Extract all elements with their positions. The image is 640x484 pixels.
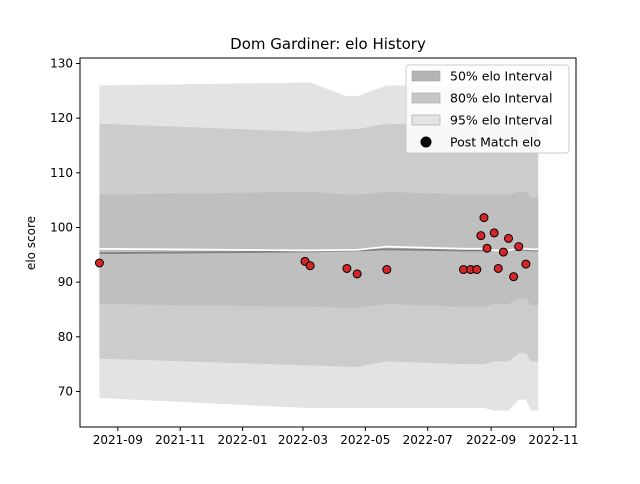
post-match-elo-point <box>305 261 315 271</box>
y-tick-label: 70 <box>58 384 73 398</box>
post-match-elo-point <box>472 265 482 275</box>
post-match-elo-point <box>382 265 392 275</box>
x-tick-label: 2022-05 <box>340 433 390 447</box>
x-tick-label: 2022-03 <box>278 433 328 447</box>
y-tick-label: 90 <box>58 275 73 289</box>
post-match-elo-point <box>493 263 503 273</box>
post-match-elo-point <box>352 269 362 279</box>
post-match-elo-point <box>498 247 508 257</box>
post-match-elo-point <box>476 231 486 241</box>
legend-label: 80% elo Interval <box>450 91 552 106</box>
post-match-elo-point <box>482 243 492 253</box>
y-tick-label: 100 <box>50 220 73 234</box>
legend-box <box>405 64 570 154</box>
legend-marker <box>420 136 432 148</box>
post-match-elo-point <box>489 228 499 238</box>
post-match-elo-point <box>521 259 531 269</box>
x-tick-label: 2022-07 <box>403 433 453 447</box>
y-tick-label: 120 <box>50 111 73 125</box>
post-match-elo-point <box>479 213 489 223</box>
y-tick-label: 110 <box>50 166 73 180</box>
post-match-elo-point <box>504 233 514 243</box>
chart-title: Dom Gardiner: elo History <box>230 35 426 53</box>
x-tick-label: 2021-11 <box>155 433 205 447</box>
legend-swatch <box>411 70 441 82</box>
axes: 2021-09 2021-11 2022-01 2022-03 2022-05 2022-… <box>50 56 578 447</box>
y-tick-label: 80 <box>58 330 73 344</box>
post-match-elo-point <box>94 258 104 268</box>
y-tick-label: 130 <box>50 56 73 70</box>
x-tick-label: 2022-11 <box>528 433 578 447</box>
post-match-elo-point <box>342 263 352 273</box>
legend-swatch <box>411 92 441 104</box>
plot-area <box>94 82 539 411</box>
legend-label: Post Match elo <box>450 135 541 150</box>
y-axis-label: elo score <box>24 216 38 270</box>
legend: 50% elo Interval 80% elo Interval 95% elo … <box>405 64 570 154</box>
legend-label: 50% elo Interval <box>450 69 552 84</box>
x-tick-label: 2022-09 <box>466 433 516 447</box>
x-tick-label: 2021-09 <box>93 433 143 447</box>
post-match-elo-point <box>509 272 519 282</box>
legend-swatch <box>411 114 441 126</box>
x-tick-label: 2022-01 <box>218 433 268 447</box>
legend-label: 95% elo Interval <box>450 113 552 128</box>
post-match-elo-point <box>514 242 524 252</box>
plot-frame <box>79 57 577 428</box>
